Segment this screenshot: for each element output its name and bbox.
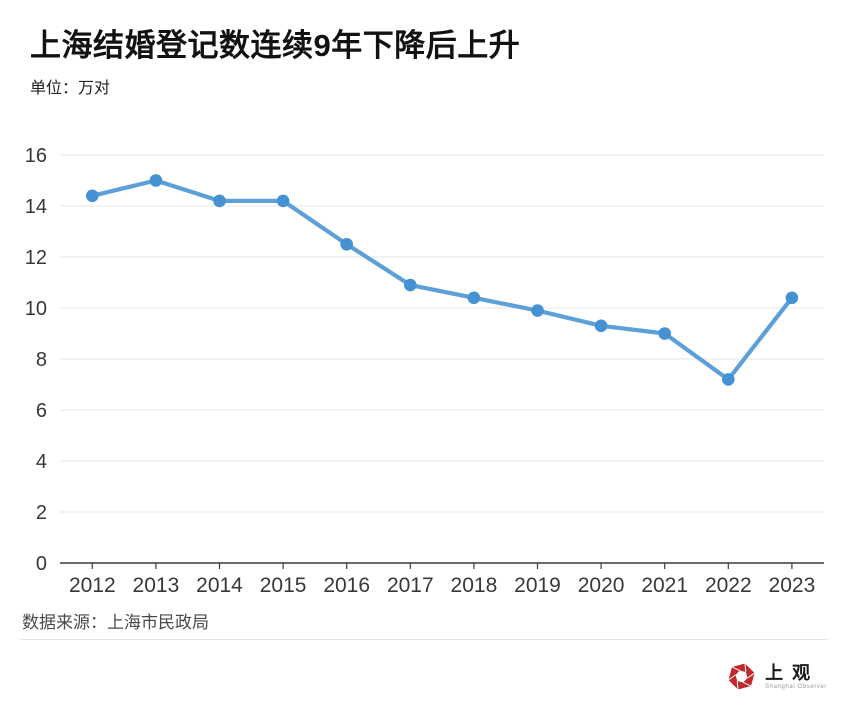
y-tick-label: 0 xyxy=(36,553,47,575)
x-tick-label: 2017 xyxy=(387,574,434,597)
footer-divider xyxy=(20,639,828,640)
logo-hexagon-icon xyxy=(727,662,756,691)
x-tick-label: 2016 xyxy=(323,574,370,597)
x-tick-label: 2019 xyxy=(514,574,561,597)
hexagon-pinwheel xyxy=(728,663,755,690)
data-point xyxy=(531,304,544,317)
x-tick-label: 2023 xyxy=(769,574,816,597)
x-tick-label: 2014 xyxy=(196,574,243,597)
logo-wordmark: 上观 xyxy=(765,662,820,683)
unit-label: 单位：万对 xyxy=(30,80,111,97)
y-tick-label: 6 xyxy=(36,400,47,422)
trend-line xyxy=(90,178,795,382)
y-tick-label: 8 xyxy=(36,349,47,371)
x-tick-label: 2015 xyxy=(260,574,307,597)
data-point xyxy=(149,174,163,187)
data-point xyxy=(658,327,671,340)
logo-text-column: 上观 Shanghai Observer xyxy=(765,662,827,690)
x-tick-label: 2020 xyxy=(578,574,625,597)
logo-subtitle: Shanghai Observer xyxy=(765,683,827,690)
y-tick-label: 4 xyxy=(36,451,47,473)
logo: 上观 Shanghai Observer xyxy=(727,662,827,691)
y-tick-label: 10 xyxy=(25,298,47,320)
y-tick-label: 2 xyxy=(36,502,47,524)
y-tick-label: 12 xyxy=(25,247,47,269)
x-tick-label: 2021 xyxy=(641,574,688,597)
x-tick-label: 2018 xyxy=(451,574,498,597)
data-point xyxy=(722,373,735,386)
x-tick-label: 2013 xyxy=(133,574,180,597)
data-point xyxy=(467,291,481,305)
page-title: 上海结婚登记数连续9年下降后上升 xyxy=(30,28,521,63)
x-tick-label: 2012 xyxy=(69,574,116,597)
data-point xyxy=(785,291,799,305)
x-tick-label: 2022 xyxy=(705,574,752,597)
source-label: 数据来源：上海市民政局 xyxy=(22,613,209,632)
data-point xyxy=(404,278,417,292)
data-point xyxy=(213,194,226,208)
y-tick-label: 14 xyxy=(25,196,47,218)
y-tick-label: 16 xyxy=(25,145,47,167)
data-point xyxy=(340,237,354,251)
data-point xyxy=(86,189,99,203)
data-point xyxy=(276,194,290,208)
data-point xyxy=(594,319,608,333)
